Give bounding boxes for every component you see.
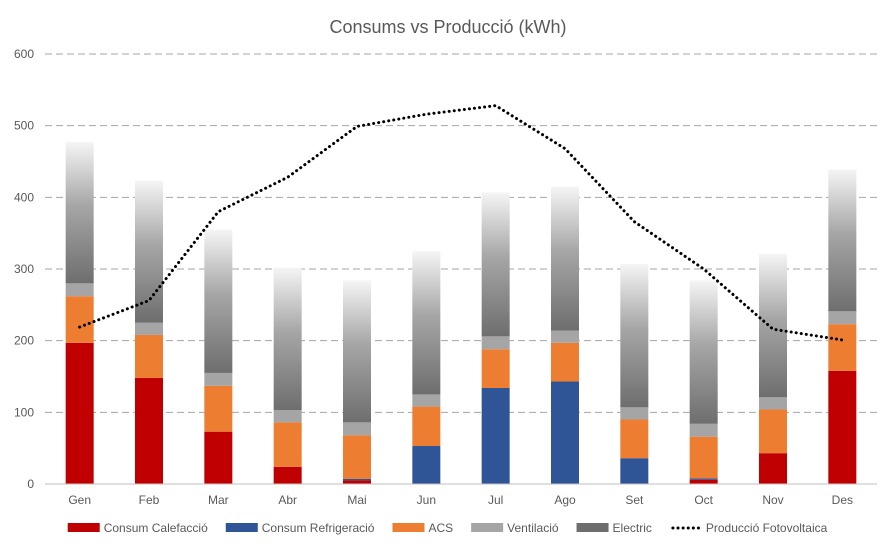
bar-electric-des bbox=[828, 169, 857, 312]
bar-electric-oct bbox=[689, 280, 718, 424]
legend-swatch bbox=[225, 523, 258, 532]
bar-ventilaci--mar bbox=[204, 372, 233, 386]
bar-ventilaci--abr bbox=[273, 410, 302, 423]
bar-ventilaci--set bbox=[620, 407, 649, 420]
legend-label: Consum Calefacció bbox=[104, 521, 208, 535]
legend-label: Producció Fotovoltaica bbox=[706, 521, 828, 535]
bar-consum-calefacci--mai bbox=[343, 480, 371, 484]
bar-ventilaci--ago bbox=[551, 330, 579, 343]
x-tick-label: Jun bbox=[417, 493, 436, 507]
bar-acs-ago bbox=[551, 342, 579, 382]
bar-ventilaci--feb bbox=[135, 322, 163, 335]
y-tick-label: 300 bbox=[14, 262, 34, 276]
bar-consum-calefacci--oct bbox=[689, 479, 718, 484]
bar-consum-refrigeraci--oct bbox=[689, 478, 718, 480]
bar-consum-calefacci--abr bbox=[273, 466, 302, 484]
bar-acs-jul bbox=[481, 349, 510, 388]
bar-consum-refrigeraci--mai bbox=[343, 478, 371, 481]
bar-acs-des bbox=[828, 324, 857, 371]
x-tick-label: Ago bbox=[554, 493, 576, 507]
bar-electric-set bbox=[620, 263, 649, 408]
bar-ventilaci--gen bbox=[65, 283, 94, 297]
x-tick-label: Oct bbox=[694, 493, 713, 507]
bar-electric-nov bbox=[759, 253, 787, 398]
x-tick-label: Abr bbox=[278, 493, 297, 507]
grid-lines: 0 100 200 300 400 500 600 bbox=[14, 47, 877, 491]
line-series bbox=[78, 104, 844, 342]
bar-acs-oct bbox=[689, 436, 718, 479]
bar-consum-calefacci--mar bbox=[204, 431, 233, 484]
axes: Gen Feb Mar Abr Mai Jun Jul Ago Set Oct Nov Des bbox=[45, 483, 877, 507]
x-tick-label: Mar bbox=[208, 493, 229, 507]
bar-consum-refrigeraci--jul bbox=[481, 387, 510, 484]
y-tick-label: 500 bbox=[14, 119, 34, 133]
bar-electric-mar bbox=[204, 229, 233, 373]
legend-item: Ventilació bbox=[471, 521, 559, 535]
bar-consum-refrigeraci--ago bbox=[551, 381, 579, 484]
x-tick-label: Mai bbox=[347, 493, 366, 507]
line-producci-fotovoltaica bbox=[78, 104, 844, 342]
bar-acs-gen bbox=[65, 296, 94, 343]
bar-ventilaci--nov bbox=[759, 397, 787, 410]
bar-acs-jun bbox=[412, 406, 441, 447]
x-tick-label: Feb bbox=[139, 493, 160, 507]
bars bbox=[65, 142, 857, 484]
bar-ventilaci--jun bbox=[412, 394, 441, 407]
legend: Consum Calefacció Consum Refrigeració ACS V… bbox=[67, 521, 828, 535]
bar-consum-calefacci--des bbox=[828, 370, 857, 484]
bar-electric-jul bbox=[481, 192, 510, 337]
x-tick-label: Jul bbox=[488, 493, 503, 507]
bar-acs-mar bbox=[204, 385, 233, 432]
bar-ventilaci--mai bbox=[343, 422, 371, 436]
legend-item: Electric bbox=[576, 521, 652, 535]
bar-acs-abr bbox=[273, 422, 302, 467]
bar-consum-refrigeraci--jun bbox=[412, 446, 441, 484]
bar-consum-refrigeraci--set bbox=[620, 458, 649, 484]
legend-swatch bbox=[576, 523, 609, 532]
bar-electric-ago bbox=[551, 186, 579, 331]
bar-acs-feb bbox=[135, 334, 163, 378]
x-tick-label: Nov bbox=[762, 493, 783, 507]
legend-label: ACS bbox=[428, 521, 453, 535]
bar-acs-set bbox=[620, 419, 649, 459]
x-tick-label: Des bbox=[832, 493, 853, 507]
legend-item: Consum Refrigeració bbox=[225, 521, 375, 535]
legend-swatch bbox=[67, 523, 100, 532]
bar-consum-calefacci--nov bbox=[759, 453, 787, 484]
bar-ventilaci--des bbox=[828, 311, 857, 325]
legend-label: Electric bbox=[613, 521, 652, 535]
bar-electric-mai bbox=[343, 280, 371, 423]
y-tick-label: 600 bbox=[14, 47, 34, 61]
legend-item: Producció Fotovoltaica bbox=[671, 521, 828, 535]
bar-acs-nov bbox=[759, 409, 787, 454]
bar-electric-abr bbox=[273, 267, 302, 411]
legend-label: Ventilació bbox=[507, 521, 559, 535]
x-tick-label: Set bbox=[625, 493, 644, 507]
legend-swatch bbox=[392, 523, 425, 532]
bar-electric-jun bbox=[412, 251, 441, 395]
y-tick-label: 200 bbox=[14, 334, 34, 348]
y-tick-label: 400 bbox=[14, 190, 34, 204]
y-tick-label: 0 bbox=[27, 477, 34, 491]
legend-label: Consum Refrigeració bbox=[262, 521, 375, 535]
y-tick-label: 100 bbox=[14, 405, 34, 419]
legend-item: ACS bbox=[392, 521, 453, 535]
bar-acs-mai bbox=[343, 435, 371, 479]
bar-ventilaci--jul bbox=[481, 336, 510, 350]
bar-electric-feb bbox=[135, 180, 163, 323]
bar-electric-gen bbox=[65, 142, 94, 284]
bar-ventilaci--oct bbox=[689, 423, 718, 437]
bar-consum-calefacci--feb bbox=[135, 377, 163, 484]
legend-item: Consum Calefacció bbox=[67, 521, 208, 535]
x-tick-label: Gen bbox=[68, 493, 91, 507]
legend-swatch bbox=[471, 523, 504, 532]
chart-title: Consums vs Producció (kWh) bbox=[329, 17, 566, 37]
bar-consum-calefacci--gen bbox=[65, 342, 94, 484]
